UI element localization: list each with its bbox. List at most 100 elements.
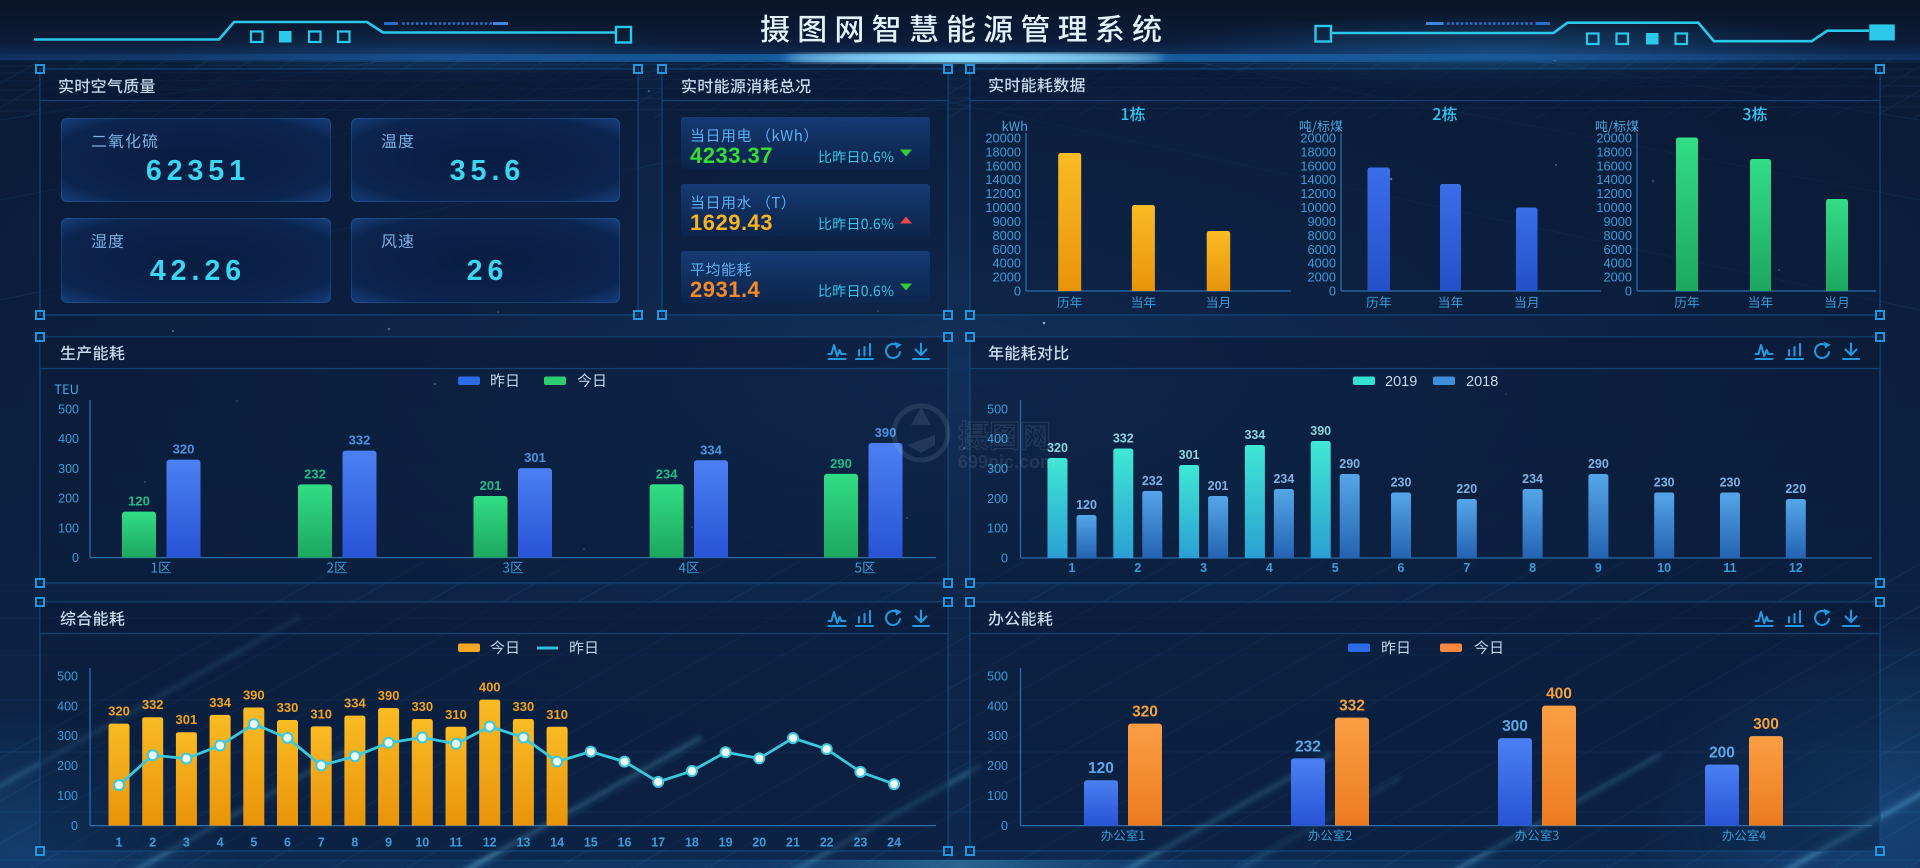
svg-text:100: 100: [987, 522, 1008, 536]
svg-text:8000: 8000: [1604, 228, 1632, 243]
svg-text:4000: 4000: [1604, 256, 1632, 271]
svg-text:201: 201: [480, 478, 502, 493]
svg-text:120: 120: [1076, 498, 1097, 512]
svg-text:390: 390: [875, 425, 897, 440]
svg-text:42.26: 42.26: [150, 255, 246, 287]
svg-text:2000: 2000: [993, 270, 1021, 285]
svg-text:334: 334: [1244, 428, 1265, 442]
svg-text:3: 3: [183, 836, 190, 850]
svg-text:9000: 9000: [993, 214, 1021, 229]
svg-text:13: 13: [516, 836, 530, 850]
svg-text:320: 320: [1047, 441, 1068, 455]
svg-text:2000: 2000: [1308, 270, 1336, 285]
svg-text:100: 100: [57, 789, 78, 803]
svg-text:320: 320: [108, 704, 130, 719]
svg-text:4233.37: 4233.37: [690, 143, 773, 168]
svg-text:14: 14: [550, 836, 564, 850]
svg-text:10000: 10000: [1596, 200, 1632, 215]
svg-text:330: 330: [277, 700, 299, 715]
svg-text:120: 120: [1088, 760, 1114, 777]
svg-text:300: 300: [987, 462, 1008, 476]
svg-text:9: 9: [1595, 561, 1602, 575]
svg-text:23: 23: [853, 836, 867, 850]
svg-text:2: 2: [1134, 561, 1141, 575]
svg-text:12: 12: [483, 836, 497, 850]
svg-text:9: 9: [385, 836, 392, 850]
svg-text:220: 220: [1456, 482, 1477, 496]
svg-text:201: 201: [1208, 479, 1229, 493]
svg-text:500: 500: [57, 669, 78, 683]
svg-text:500: 500: [987, 669, 1008, 683]
svg-text:8000: 8000: [1308, 228, 1336, 243]
svg-text:9000: 9000: [1604, 214, 1632, 229]
svg-text:6: 6: [284, 836, 291, 850]
svg-text:17: 17: [651, 836, 665, 850]
svg-text:310: 310: [310, 706, 332, 721]
svg-text:24: 24: [887, 836, 901, 850]
svg-text:290: 290: [830, 456, 852, 471]
svg-text:5: 5: [1332, 561, 1339, 575]
svg-text:14000: 14000: [985, 172, 1021, 187]
svg-text:300: 300: [58, 462, 79, 476]
svg-text:11: 11: [1723, 561, 1736, 575]
svg-text:400: 400: [58, 432, 79, 446]
svg-text:100: 100: [987, 789, 1008, 803]
svg-text:19: 19: [719, 836, 733, 850]
svg-text:332: 332: [142, 697, 164, 712]
svg-text:300: 300: [1502, 718, 1528, 735]
svg-text:7: 7: [318, 836, 325, 850]
svg-text:334: 334: [209, 695, 231, 710]
svg-text:4: 4: [217, 836, 224, 850]
svg-text:200: 200: [987, 759, 1008, 773]
svg-text:0: 0: [72, 551, 79, 565]
svg-text:12: 12: [1789, 561, 1803, 575]
svg-text:330: 330: [513, 699, 535, 714]
svg-text:6: 6: [1398, 561, 1405, 575]
svg-text:4000: 4000: [1308, 256, 1336, 271]
svg-text:0: 0: [71, 819, 78, 833]
svg-text:9000: 9000: [1308, 214, 1336, 229]
svg-text:301: 301: [176, 712, 198, 727]
svg-text:1: 1: [1069, 561, 1076, 575]
svg-text:6000: 6000: [993, 242, 1021, 257]
svg-text:18000: 18000: [985, 144, 1021, 159]
svg-text:390: 390: [378, 688, 400, 703]
svg-text:400: 400: [479, 680, 501, 695]
svg-text:2019: 2019: [1385, 374, 1417, 390]
svg-text:300: 300: [57, 729, 78, 743]
svg-text:310: 310: [546, 707, 568, 722]
svg-text:232: 232: [304, 466, 326, 481]
svg-text:200: 200: [58, 492, 79, 506]
svg-text:6000: 6000: [1604, 242, 1632, 257]
svg-text:390: 390: [243, 688, 265, 703]
svg-text:0: 0: [1001, 551, 1008, 565]
svg-text:62351: 62351: [146, 155, 250, 187]
svg-text:310: 310: [445, 707, 467, 722]
svg-text:234: 234: [1522, 472, 1543, 486]
svg-text:6000: 6000: [1308, 242, 1336, 257]
svg-text:10: 10: [415, 836, 429, 850]
svg-text:10000: 10000: [985, 200, 1021, 215]
svg-text:332: 332: [1339, 698, 1365, 715]
svg-text:10: 10: [1657, 561, 1671, 575]
svg-text:230: 230: [1720, 476, 1741, 490]
svg-text:320: 320: [1132, 704, 1158, 721]
svg-text:4: 4: [1266, 561, 1273, 575]
svg-text:290: 290: [1339, 457, 1360, 471]
svg-text:20000: 20000: [1596, 131, 1632, 146]
svg-text:15: 15: [584, 836, 598, 850]
svg-text:4000: 4000: [993, 256, 1021, 271]
svg-text:699pic.com: 699pic.com: [958, 452, 1056, 472]
svg-text:26: 26: [467, 255, 509, 287]
svg-text:3: 3: [1200, 561, 1207, 575]
svg-text:400: 400: [57, 699, 78, 713]
svg-text:100: 100: [58, 521, 79, 535]
svg-text:200: 200: [987, 492, 1008, 506]
svg-text:0: 0: [1625, 284, 1632, 299]
svg-text:20: 20: [752, 836, 766, 850]
svg-text:14000: 14000: [1596, 172, 1632, 187]
svg-text:2018: 2018: [1466, 374, 1498, 390]
svg-text:1629.43: 1629.43: [690, 210, 773, 235]
svg-text:18000: 18000: [1300, 144, 1336, 159]
svg-text:390: 390: [1310, 424, 1331, 438]
